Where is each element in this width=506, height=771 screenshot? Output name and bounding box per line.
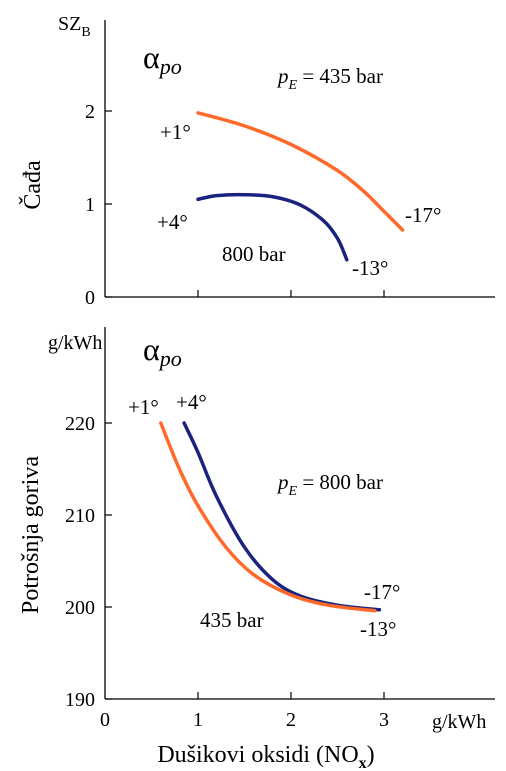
bot-y-tick-label: 220 bbox=[65, 413, 95, 435]
bottom-y-axis-label: Potrošnja goriva bbox=[18, 456, 44, 614]
bottom-series-800-start-label: +4° bbox=[176, 390, 207, 414]
bot-y-tick-label: 210 bbox=[65, 505, 95, 527]
bottom-x-unit: g/kWh bbox=[432, 711, 486, 733]
top-x-ticks bbox=[197, 290, 385, 297]
top-panel-symbol: αpo bbox=[143, 39, 182, 79]
bot-y-tick-label: 190 bbox=[65, 689, 95, 711]
top-y-tick-label: 1 bbox=[85, 194, 95, 216]
bot-x-tick-label: 1 bbox=[193, 709, 203, 731]
bot-y-tick-label: 200 bbox=[65, 597, 95, 619]
bottom-series-435-start-label: +1° bbox=[128, 395, 159, 419]
top-y-tick-label: 2 bbox=[85, 101, 95, 123]
top-y-unit: SZB bbox=[58, 13, 91, 40]
bottom-y-unit: g/kWh bbox=[48, 332, 102, 354]
bottom-panel: 190 200 210 220 0 1 2 3 g/kWh Potrošnja goriva… bbox=[18, 327, 495, 771]
bot-x-tick-label: 0 bbox=[100, 709, 110, 731]
top-y-ticks: 0 1 2 bbox=[85, 101, 112, 309]
top-series-800-end-label: -13° bbox=[352, 256, 388, 280]
bottom-series-800-legend: pE = 800 bar bbox=[276, 470, 383, 499]
bottom-y-ticks: 190 200 210 220 bbox=[65, 413, 112, 711]
bottom-x-ticks: 0 1 2 3 bbox=[100, 692, 389, 731]
bot-x-tick-label: 2 bbox=[286, 709, 296, 731]
top-y-axis-label: Čađa bbox=[19, 160, 46, 210]
bottom-series-435-end-label: -13° bbox=[360, 617, 396, 641]
top-series-435-end-label: -17° bbox=[405, 203, 441, 227]
bottom-series-435-line bbox=[159, 421, 377, 613]
top-series-800-legend: 800 bar bbox=[222, 242, 286, 266]
bot-x-tick-label: 3 bbox=[379, 709, 389, 731]
bottom-series-435-legend: 435 bar bbox=[200, 608, 264, 632]
x-axis-label: Dušikovi oksidi (NOx) bbox=[157, 742, 374, 771]
bottom-series-800-end-label: -17° bbox=[364, 580, 400, 604]
top-series-800-line bbox=[196, 192, 349, 262]
bottom-series-800-line bbox=[182, 421, 382, 612]
top-series-435-line bbox=[196, 111, 405, 232]
top-series-435-start-label: +1° bbox=[160, 120, 191, 144]
bottom-panel-symbol: αpo bbox=[143, 331, 182, 371]
top-series-800-start-label: +4° bbox=[157, 210, 188, 234]
top-panel: 0 1 2 SZB Čađa αpo pE = 435 bar +1° -17° 8… bbox=[19, 13, 495, 309]
top-y-tick-label: 0 bbox=[85, 287, 95, 309]
top-series-435-legend: pE = 435 bar bbox=[276, 64, 383, 93]
